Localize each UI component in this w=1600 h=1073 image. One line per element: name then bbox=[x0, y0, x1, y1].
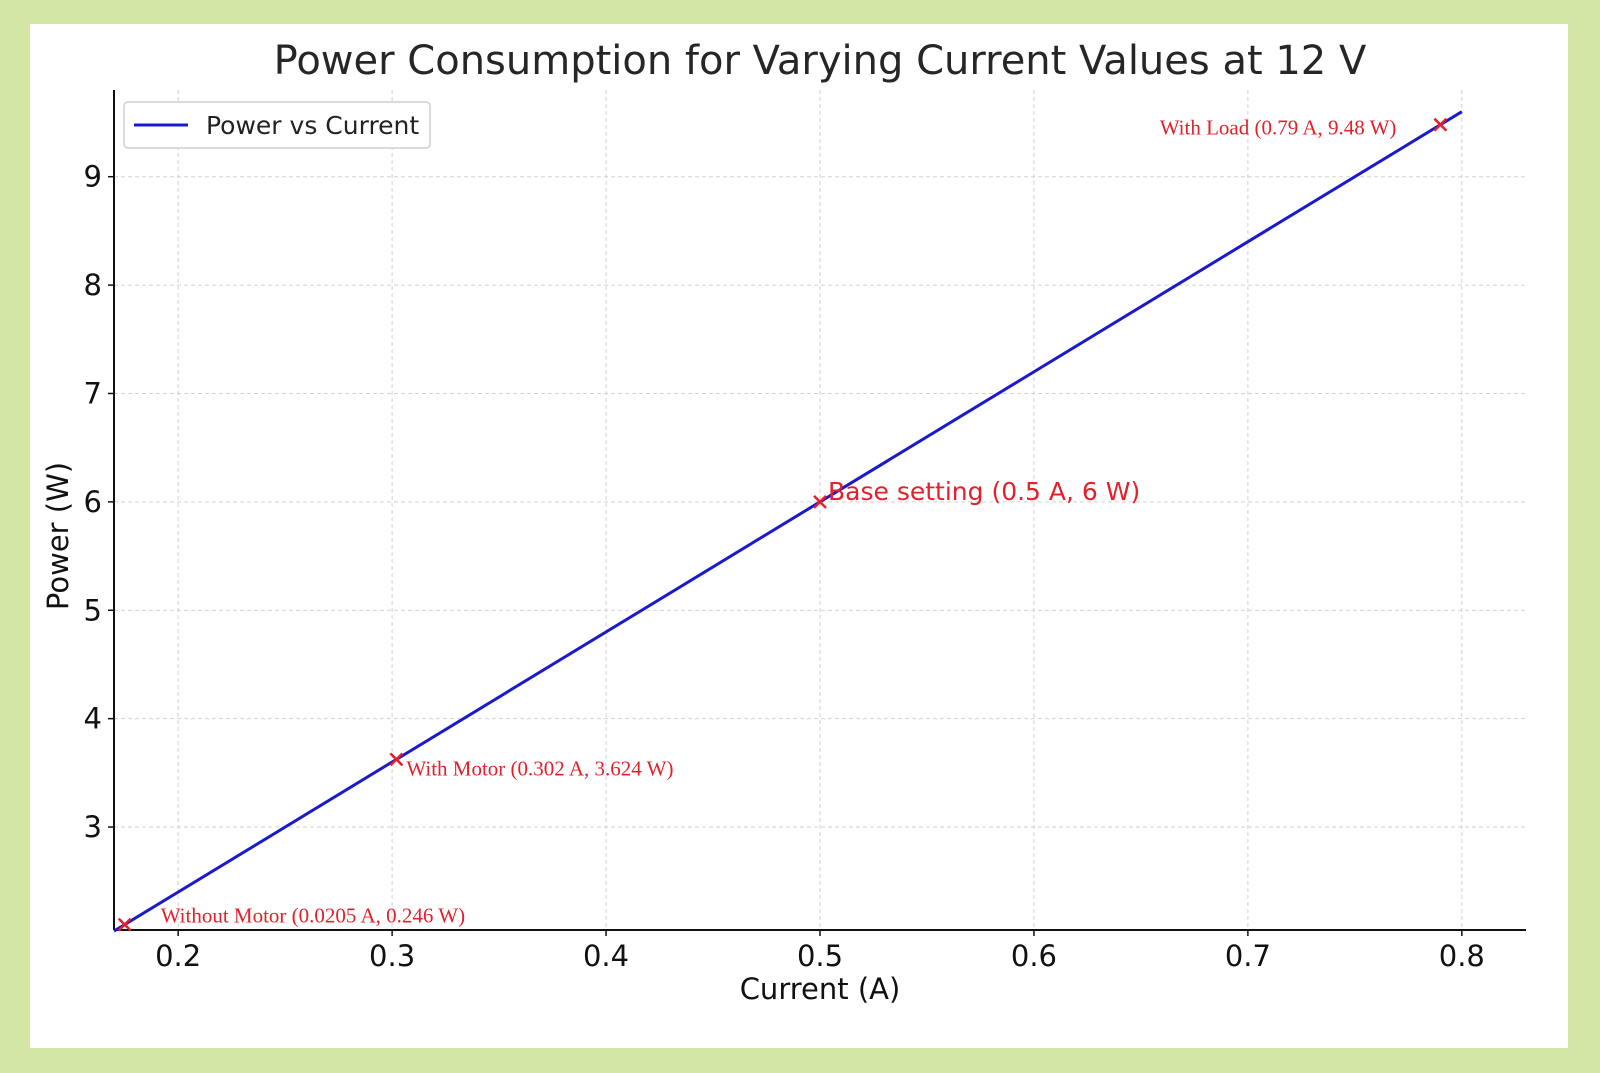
y-tick-label: 8 bbox=[84, 268, 102, 302]
x-marker-stroke bbox=[117, 917, 132, 932]
annotation-label: With Load (0.79 A, 9.48 W) bbox=[1160, 116, 1397, 140]
y-tick-label: 9 bbox=[84, 160, 102, 194]
tick-labels: 0.2 0.3 0.4 0.5 0.6 0.7 0.8 3 4 5 6 7 8 9 bbox=[84, 160, 1485, 973]
y-tick-label: 5 bbox=[84, 593, 102, 627]
annotation-marker bbox=[813, 494, 827, 509]
legend-label: Power vs Current bbox=[206, 111, 419, 140]
x-tick-label: 0.2 bbox=[155, 939, 201, 973]
chart-title: Power Consumption for Varying Current Va… bbox=[274, 38, 1367, 84]
x-marker-stroke bbox=[1433, 117, 1448, 132]
legend: Power vs Current bbox=[123, 101, 431, 149]
annotation-marker bbox=[389, 752, 404, 767]
x-marker-stroke bbox=[389, 752, 404, 767]
y-tick-label: 3 bbox=[84, 810, 102, 844]
annotation-label: Base setting (0.5 A, 6 W) bbox=[828, 477, 1140, 506]
legend-box bbox=[123, 101, 431, 149]
x-marker-stroke bbox=[813, 494, 827, 509]
annotations: Without Motor (0.0205 A, 0.246 W) With Mo… bbox=[117, 116, 1448, 932]
annotation-marker bbox=[117, 917, 132, 932]
x-tick-label: 0.6 bbox=[1011, 939, 1057, 973]
series-layer bbox=[113, 110, 1463, 933]
power-chart: 0.2 0.3 0.4 0.5 0.6 0.7 0.8 3 4 5 6 7 8 9 Without Mot… bbox=[41, 38, 1526, 1006]
annotation-marker bbox=[1433, 117, 1448, 132]
x-tick-label: 0.5 bbox=[797, 939, 843, 973]
x-tick-label: 0.8 bbox=[1439, 939, 1485, 973]
x-tick-label: 0.4 bbox=[583, 939, 629, 973]
y-tick-label: 4 bbox=[84, 702, 102, 736]
y-axis-label: Power (W) bbox=[41, 462, 75, 610]
x-axis-label: Current (A) bbox=[740, 972, 901, 1006]
chart-panel: 0.2 0.3 0.4 0.5 0.6 0.7 0.8 3 4 5 6 7 8 9 Without Mot… bbox=[30, 24, 1568, 1048]
annotation-label: With Motor (0.302 A, 3.624 W) bbox=[406, 756, 673, 780]
x-tick-label: 0.7 bbox=[1225, 939, 1271, 973]
axes bbox=[108, 90, 1526, 936]
grid bbox=[114, 90, 1526, 930]
y-tick-label: 7 bbox=[84, 376, 102, 410]
annotation-label: Without Motor (0.0205 A, 0.246 W) bbox=[161, 904, 465, 928]
y-tick-label: 6 bbox=[84, 485, 102, 519]
series-line bbox=[113, 110, 1463, 933]
x-tick-label: 0.3 bbox=[369, 939, 415, 973]
